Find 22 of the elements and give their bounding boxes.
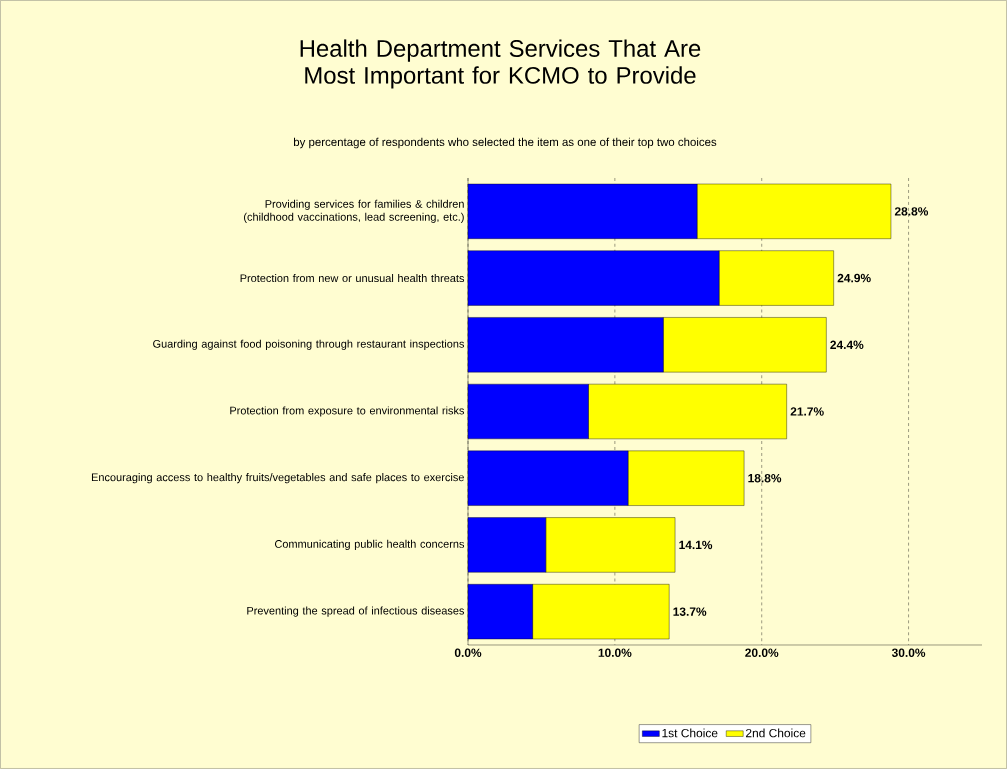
x-tick-label: 30.0% (891, 648, 926, 657)
chart-subtitle: by percentage of respondents who selected the item as one of their top two choices (293, 137, 717, 149)
y-tick-label: Providing services for families & children (childhood vaccinations, lead screening, etc.) (244, 199, 464, 223)
y-tick-label: Guarding against food poisoning through restaurant inspections (153, 339, 465, 350)
y-tick-label: Protection from new or unusual health threats (240, 274, 465, 283)
y-tick-label: Communicating public health concerns (274, 539, 465, 551)
x-tick-label: 20.0% (745, 648, 779, 657)
y-tick-label: Protection from exposure to environmental risks (230, 406, 465, 417)
total-label: 24.4% (830, 340, 864, 349)
legend-label: 1st Choice (662, 728, 718, 738)
total-label: 28.8% (894, 207, 929, 216)
x-tick-label: 0.0% (454, 648, 482, 657)
y-tick-label: Preventing the spread of infectious diseases (247, 606, 465, 617)
y-tick-label: Encouraging access to healthy fruits/vegetables and safe places to exercise (91, 473, 464, 484)
chart-title: Health Department Services That Are Most Important for KCMO to Provide (300, 39, 701, 89)
total-label: 14.1% (679, 540, 713, 550)
total-label: 18.8% (748, 473, 782, 483)
total-label: 13.7% (673, 607, 707, 616)
total-label: 24.9% (837, 273, 871, 283)
x-tick-label: 10.0% (598, 648, 632, 657)
legend-label: 2nd Choice (746, 728, 806, 738)
total-label: 21.7% (790, 407, 824, 416)
